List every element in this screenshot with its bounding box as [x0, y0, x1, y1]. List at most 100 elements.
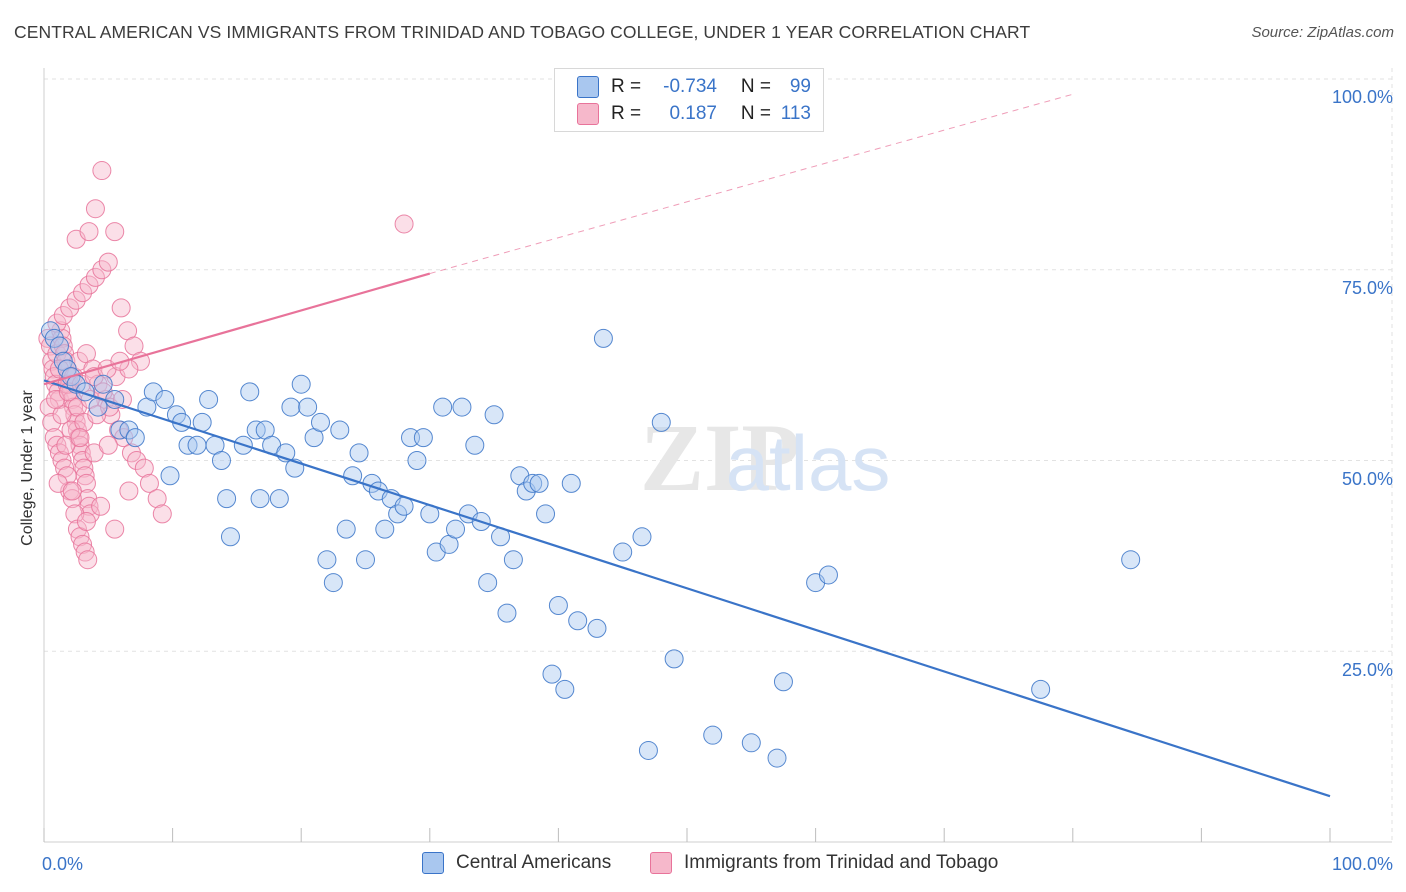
point-trinidad-tobago	[67, 420, 87, 440]
point-central-americans	[343, 466, 363, 486]
point-central-americans	[49, 336, 69, 356]
chart-title: CENTRAL AMERICAN VS IMMIGRANTS FROM TRIN…	[14, 22, 1031, 42]
legend-n-label: N =	[740, 76, 771, 97]
point-trinidad-tobago	[66, 290, 86, 310]
point-trinidad-tobago	[105, 519, 125, 539]
y-tick-labels: 25.0% 50.0% 75.0% 100.0%	[1332, 87, 1393, 680]
point-trinidad-tobago	[44, 428, 64, 448]
trend-extension-trinidad-tobago	[429, 93, 1073, 275]
point-trinidad-tobago	[105, 222, 125, 242]
legend-n-value: 99	[789, 76, 811, 97]
legend-item-central-americans: Central Americans	[422, 852, 611, 874]
x-tick-label: 100.0%	[1332, 854, 1393, 874]
point-central-americans	[613, 542, 633, 562]
point-trinidad-tobago	[98, 435, 118, 455]
point-central-americans	[93, 374, 113, 394]
point-central-americans	[217, 489, 237, 509]
legend-n-value: 113	[780, 103, 811, 124]
point-central-americans	[413, 428, 433, 448]
point-central-americans	[330, 420, 350, 440]
legend-n-label: N =	[740, 103, 771, 124]
point-trinidad-tobago	[127, 451, 147, 470]
point-central-americans	[561, 473, 581, 493]
point-central-americans	[310, 412, 330, 432]
point-trinidad-tobago	[73, 283, 93, 303]
point-trinidad-tobago	[394, 214, 414, 234]
point-central-americans	[638, 740, 658, 760]
trend-lines	[43, 93, 1331, 798]
point-central-americans	[818, 565, 838, 585]
point-trinidad-tobago	[73, 451, 93, 470]
series-blue-points	[40, 321, 1141, 768]
point-central-americans	[240, 382, 260, 402]
series-pink-points	[38, 161, 414, 570]
point-central-americans	[664, 649, 684, 669]
point-central-americans	[703, 725, 723, 745]
point-trinidad-tobago	[85, 267, 105, 287]
point-central-americans	[211, 451, 231, 470]
trend-line-central-americans	[43, 379, 1331, 798]
point-central-americans	[143, 382, 163, 402]
legend-swatch-blue	[577, 76, 599, 98]
point-trinidad-tobago	[49, 443, 69, 463]
point-central-americans	[356, 550, 375, 570]
point-central-americans	[407, 451, 427, 470]
point-trinidad-tobago	[76, 512, 96, 532]
point-central-americans	[317, 550, 337, 570]
point-trinidad-tobago	[52, 451, 72, 470]
point-central-americans	[199, 389, 219, 409]
y-tick-label: 25.0%	[1342, 660, 1393, 680]
point-trinidad-tobago	[92, 161, 112, 181]
point-trinidad-tobago	[65, 504, 85, 524]
point-central-americans	[548, 595, 568, 615]
point-central-americans	[587, 618, 607, 638]
point-central-americans	[503, 550, 523, 570]
gridlines	[44, 78, 1392, 652]
point-central-americans	[478, 573, 498, 593]
point-central-americans	[291, 374, 311, 394]
point-trinidad-tobago	[62, 489, 82, 509]
point-central-americans	[484, 405, 504, 425]
y-tick-label: 100.0%	[1332, 87, 1393, 107]
legend-swatch-pink	[650, 852, 672, 874]
legend-label: Central Americans	[456, 852, 612, 873]
x-tick-label: 0.0%	[42, 854, 83, 874]
point-trinidad-tobago	[83, 359, 103, 379]
legend-swatch-pink	[577, 103, 599, 125]
point-trinidad-tobago	[78, 550, 98, 570]
point-trinidad-tobago	[62, 481, 82, 501]
legend-swatch-blue	[422, 852, 444, 874]
point-trinidad-tobago	[79, 275, 99, 295]
point-central-americans	[523, 473, 543, 493]
source-label: Source: ZipAtlas.com	[1251, 24, 1394, 41]
point-central-americans	[446, 519, 466, 539]
watermark-atlas: atlas	[726, 419, 891, 507]
point-central-americans	[125, 428, 145, 448]
point-central-americans	[269, 489, 289, 509]
point-central-americans	[741, 733, 761, 753]
point-central-americans	[593, 328, 613, 348]
point-central-americans	[375, 519, 395, 539]
point-central-americans	[298, 397, 318, 417]
correlation-legend: R = -0.734 N = 99 R = 0.187 N = 113	[554, 68, 824, 132]
legend-row-blue: R = -0.734 N = 99	[555, 74, 811, 100]
point-central-americans	[433, 397, 453, 417]
legend-r-value: 0.187	[669, 103, 717, 124]
legend-label: Immigrants from Trinidad and Tobago	[684, 852, 999, 873]
point-central-americans	[568, 611, 588, 631]
point-trinidad-tobago	[47, 313, 67, 333]
point-central-americans	[529, 473, 549, 493]
legend-r-value: -0.734	[663, 76, 717, 97]
point-central-americans	[497, 603, 517, 623]
point-central-americans	[388, 504, 408, 524]
point-trinidad-tobago	[119, 481, 139, 501]
point-trinidad-tobago	[74, 458, 94, 478]
point-central-americans	[651, 412, 671, 432]
point-central-americans	[536, 504, 556, 524]
axes	[43, 68, 1393, 843]
point-central-americans	[542, 664, 562, 684]
point-trinidad-tobago	[91, 496, 111, 516]
legend-item-trinidad-tobago: Immigrants from Trinidad and Tobago	[650, 852, 998, 874]
point-central-americans	[281, 397, 301, 417]
point-central-americans	[323, 573, 343, 593]
